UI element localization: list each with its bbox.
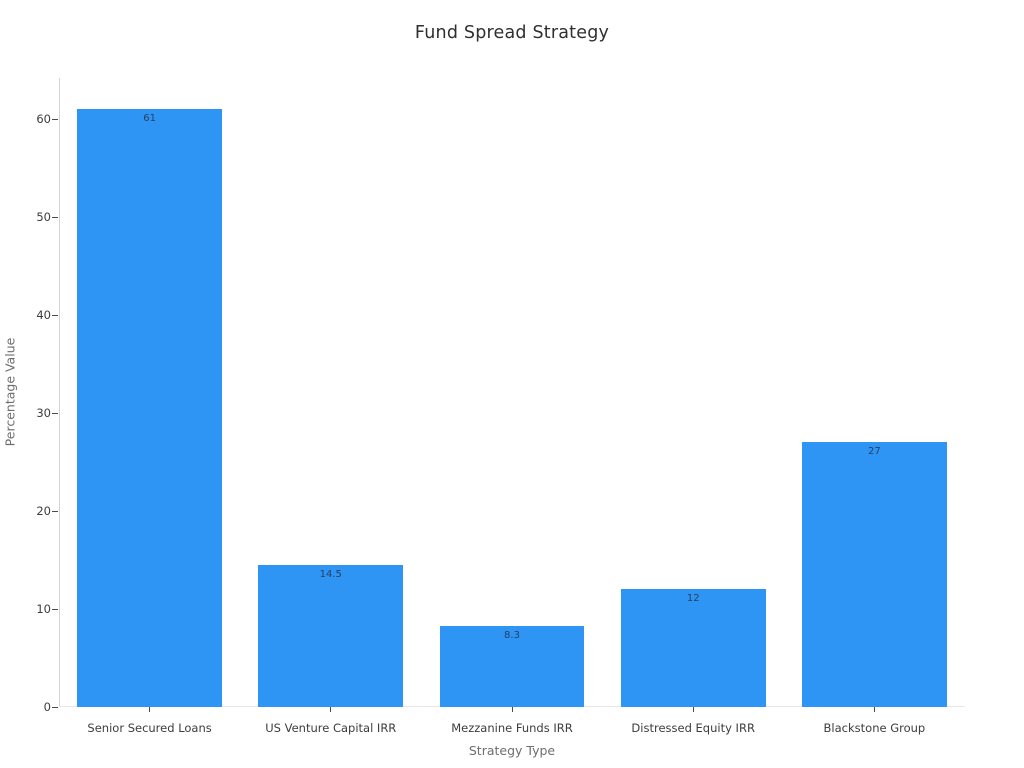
bar: 27 <box>801 442 947 707</box>
bar: 8.3 <box>439 625 585 707</box>
plot-area: 0 10 20 30 40 50 60 61 14.5 8.3 12 27 Senior Secur… <box>36 78 965 735</box>
x-tick-label: Blackstone Group <box>823 721 926 735</box>
y-tick-label: 50 <box>36 209 51 224</box>
x-tick-mark <box>692 707 694 712</box>
y-tick-mark <box>52 216 58 218</box>
bar-value-label: 27 <box>868 446 881 458</box>
y-tick-label: 30 <box>36 405 51 420</box>
bar-value-label: 12 <box>686 593 700 605</box>
y-tick-mark <box>52 510 58 512</box>
x-tick-mark <box>873 707 875 712</box>
x-tick-label: US Venture Capital IRR <box>265 721 397 735</box>
y-tick-label: 40 <box>36 307 51 322</box>
bar: 61 <box>77 109 223 707</box>
chart-title: Fund Spread Strategy <box>414 23 610 43</box>
y-tick-mark <box>52 118 58 120</box>
y-tick-mark <box>52 412 58 414</box>
bar: 12 <box>620 589 766 707</box>
y-axis-title: Percentage Value <box>2 337 18 447</box>
y-tick-label: 60 <box>36 111 51 126</box>
x-tick-mark <box>330 707 332 712</box>
y-tick-mark <box>52 314 58 316</box>
y-tick-mark <box>52 608 58 610</box>
bar-value-label: 61 <box>143 113 156 125</box>
x-tick-label: Distressed Equity IRR <box>631 721 755 735</box>
y-tick-label: 20 <box>36 503 51 518</box>
y-axis-line <box>59 78 60 707</box>
y-tick-label: 0 <box>43 699 51 714</box>
bar-value-label: 14.5 <box>319 568 342 580</box>
x-axis-title: Strategy Type <box>468 743 556 758</box>
y-tick-label: 10 <box>36 601 51 616</box>
bar: 14.5 <box>258 564 404 707</box>
x-tick-label: Mezzanine Funds IRR <box>451 721 573 735</box>
x-tick-mark <box>511 707 513 712</box>
x-tick-mark <box>149 707 151 712</box>
x-tick-label: Senior Secured Loans <box>87 721 212 735</box>
y-tick-mark <box>52 706 58 708</box>
bar-value-label: 8.3 <box>504 629 520 641</box>
